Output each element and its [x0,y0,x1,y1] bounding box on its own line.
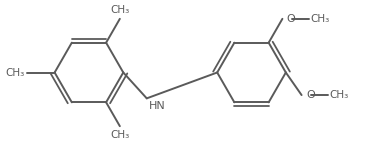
Text: CH₃: CH₃ [311,14,330,24]
Text: CH₃: CH₃ [110,5,130,15]
Text: O: O [306,90,315,100]
Text: CH₃: CH₃ [110,130,130,140]
Text: O: O [287,14,295,24]
Text: CH₃: CH₃ [330,90,349,100]
Text: HN: HN [149,101,165,111]
Text: CH₃: CH₃ [5,68,24,77]
